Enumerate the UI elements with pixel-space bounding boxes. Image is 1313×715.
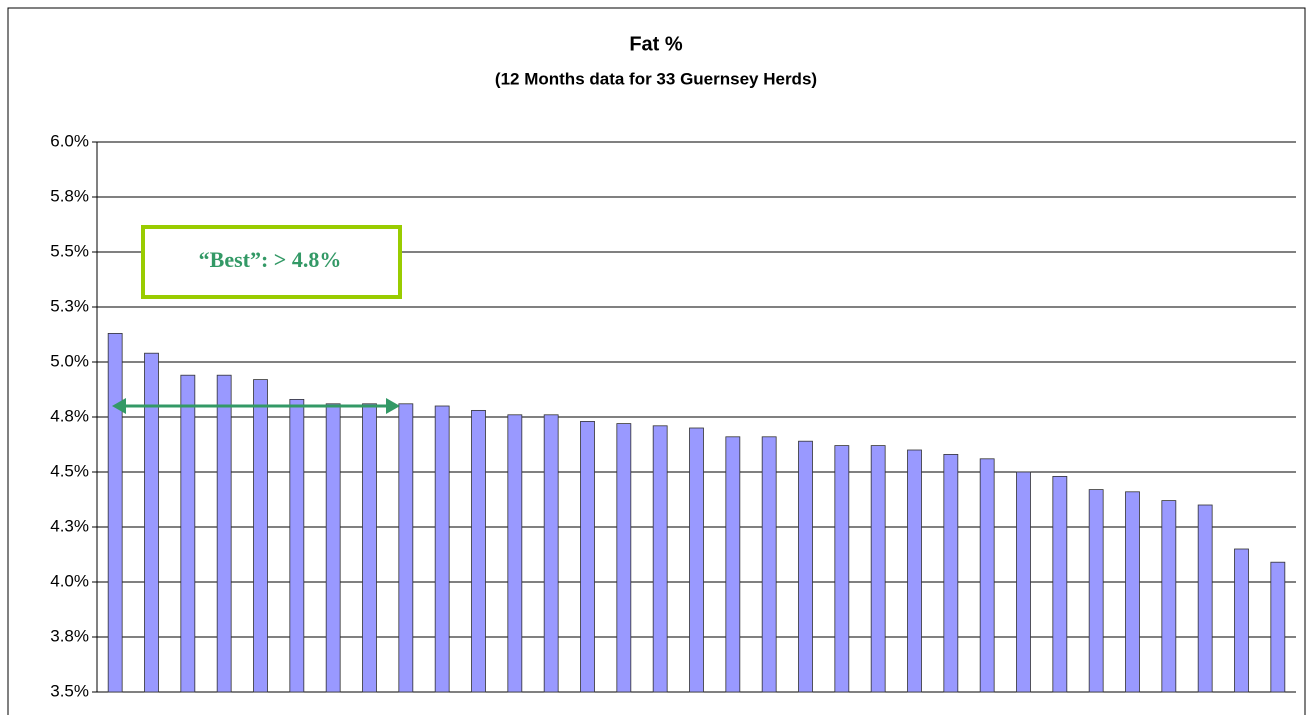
annotation: “Best”: > 4.8% bbox=[199, 247, 342, 272]
y-tick-label: 4.3% bbox=[50, 516, 89, 535]
bar bbox=[289, 398, 305, 693]
bar bbox=[652, 425, 668, 693]
bar bbox=[144, 352, 159, 693]
bar bbox=[1016, 471, 1031, 693]
chart-subtitle: (12 Months data for 33 Guernsey Herds) bbox=[495, 69, 817, 88]
bar bbox=[471, 409, 486, 693]
bar bbox=[434, 405, 450, 693]
bar bbox=[907, 449, 922, 693]
y-tick-label: 4.0% bbox=[50, 571, 89, 590]
annotation-box bbox=[141, 225, 402, 299]
y-tick-label: 5.8% bbox=[50, 186, 89, 205]
bar bbox=[1270, 561, 1286, 693]
bar bbox=[107, 332, 123, 693]
bar bbox=[725, 436, 741, 693]
bar bbox=[398, 403, 414, 693]
bar bbox=[761, 436, 777, 693]
y-tick-label: 4.8% bbox=[50, 406, 89, 425]
plot-area: 3.5% 3.8% 4.0% 4.3% 4.5% 4.8% 5.0% 5.3% 5.5% 5.8%… bbox=[50, 131, 1296, 700]
bar bbox=[1052, 475, 1068, 693]
y-tick-label: 3.8% bbox=[50, 626, 89, 645]
bar bbox=[216, 374, 232, 693]
bar bbox=[253, 379, 268, 693]
bar bbox=[1161, 500, 1177, 693]
bar bbox=[1088, 489, 1104, 693]
bar bbox=[543, 414, 559, 693]
bar bbox=[580, 420, 595, 693]
chart-title: Fat % bbox=[629, 33, 683, 55]
bar bbox=[507, 414, 523, 693]
y-tick-label: 5.3% bbox=[50, 296, 89, 315]
bar bbox=[798, 440, 813, 693]
y-tick-label: 5.0% bbox=[50, 351, 89, 370]
bar bbox=[1234, 548, 1249, 693]
bar bbox=[325, 403, 341, 693]
range-arrow bbox=[112, 398, 400, 414]
bar bbox=[979, 458, 995, 693]
bar bbox=[870, 445, 886, 693]
bar bbox=[180, 374, 196, 693]
bar bbox=[834, 445, 850, 693]
y-tick-label: 4.5% bbox=[50, 461, 89, 480]
bar bbox=[1125, 491, 1140, 693]
bar bbox=[689, 427, 704, 693]
y-tick-label: 5.5% bbox=[50, 241, 89, 260]
y-tick-label: 6.0% bbox=[50, 131, 89, 150]
bar bbox=[362, 403, 377, 693]
bar bbox=[616, 423, 632, 693]
y-tick-label: 3.5% bbox=[50, 681, 89, 700]
bar bbox=[1197, 504, 1213, 693]
bar bbox=[943, 453, 959, 693]
